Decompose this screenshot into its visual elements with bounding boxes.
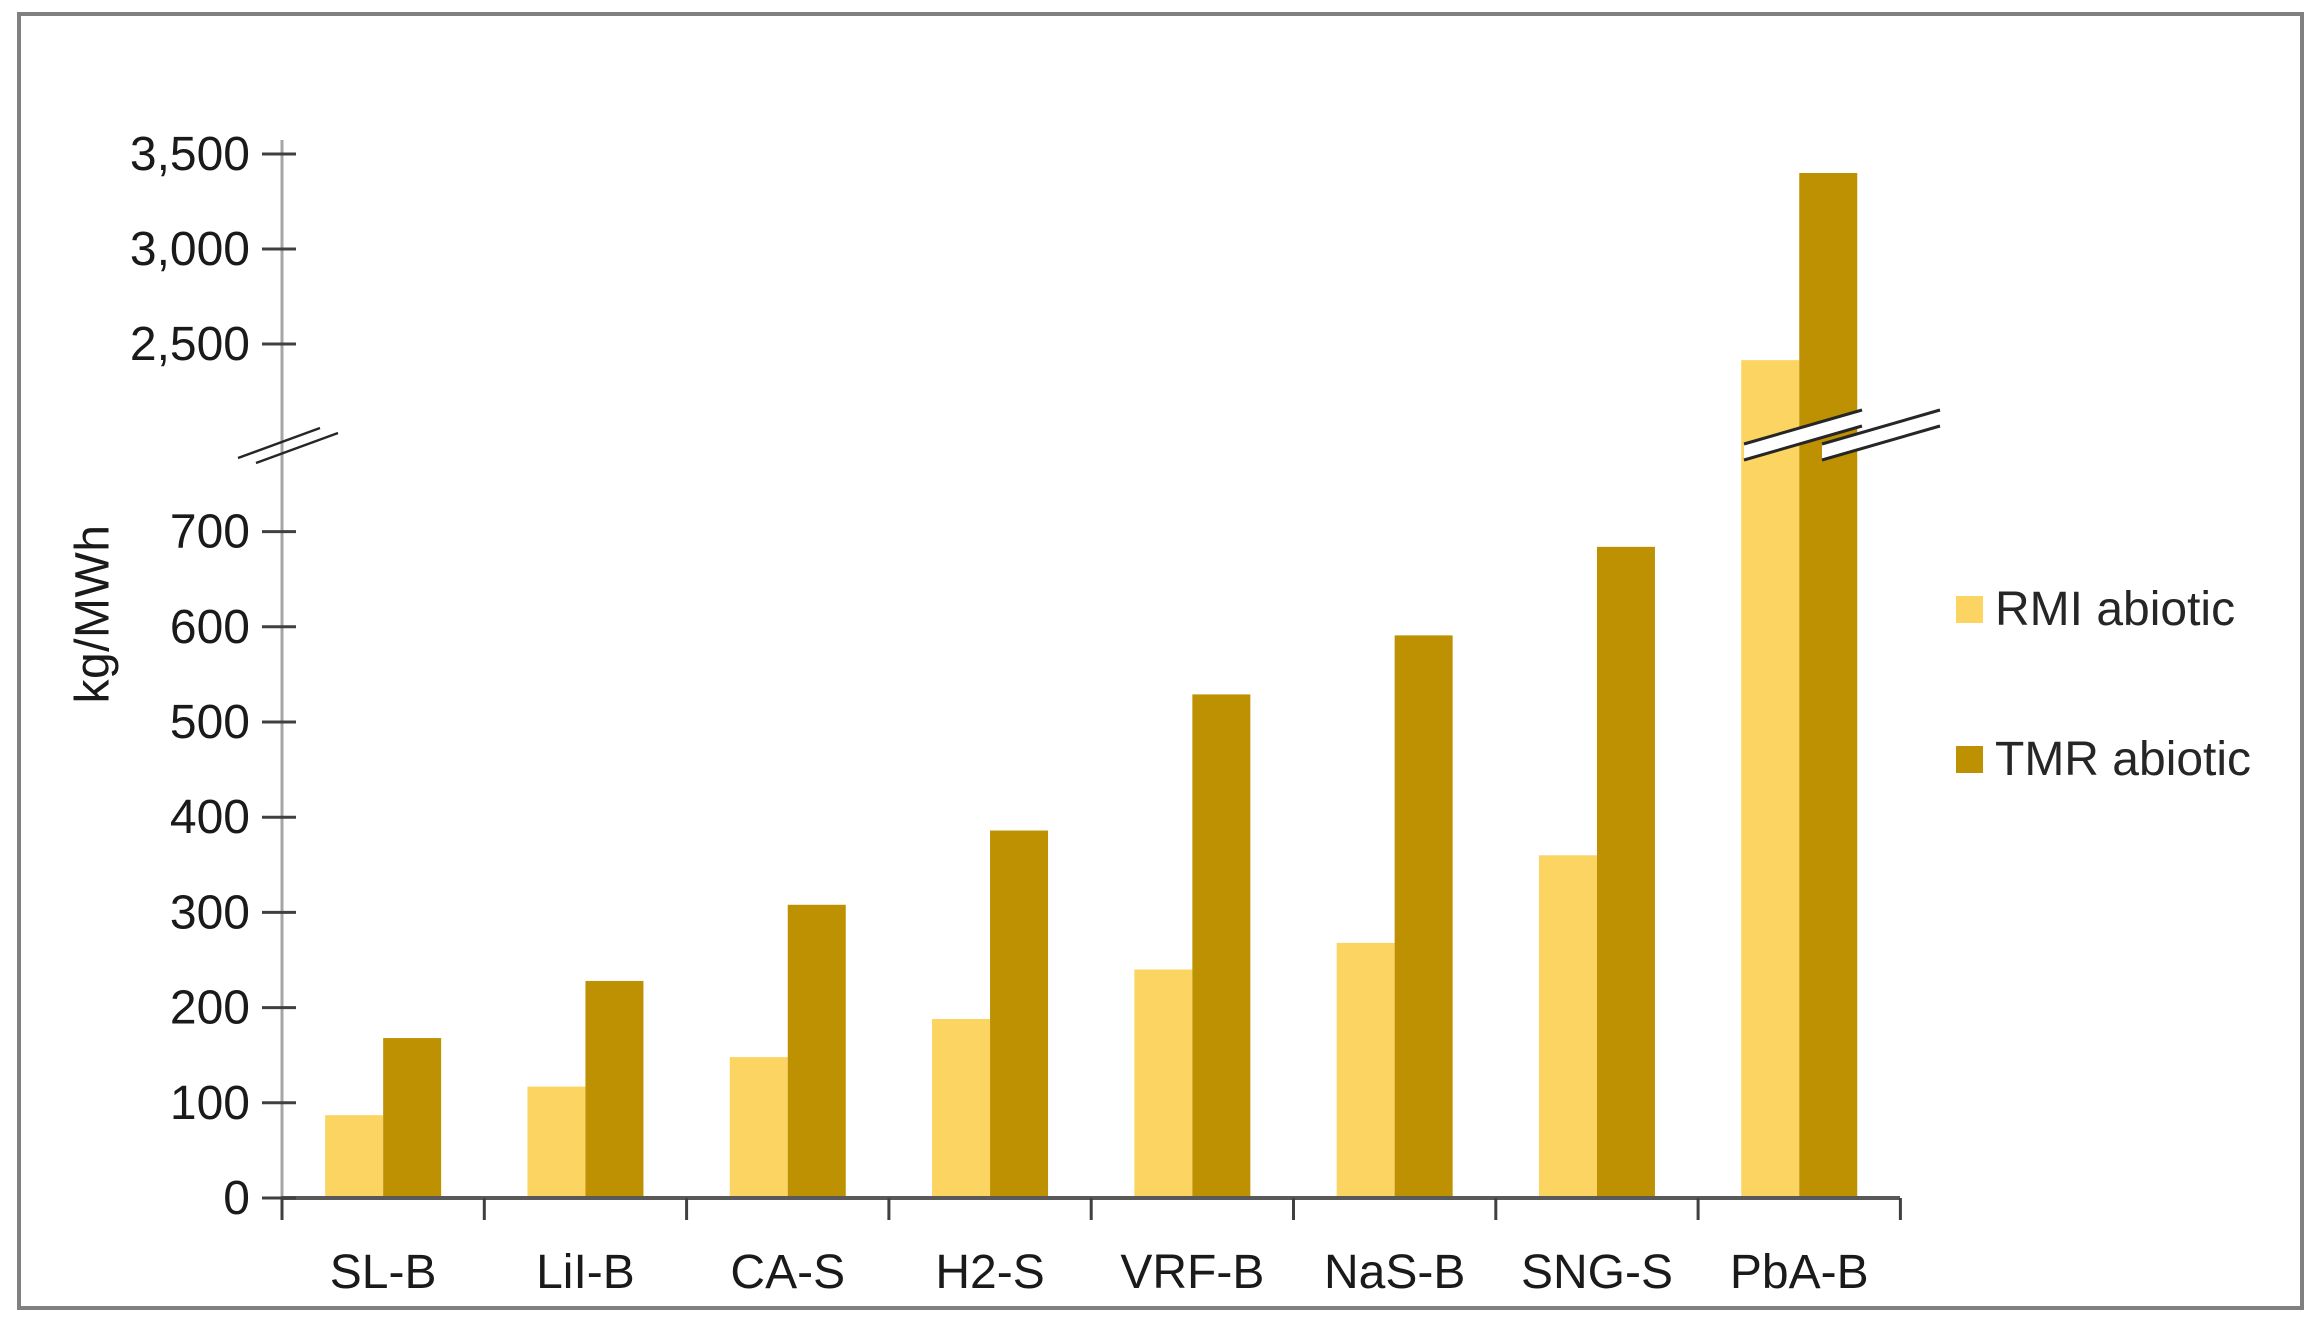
bar-break-band-edge xyxy=(1821,408,1941,446)
bar-rmi-PbA-B xyxy=(1741,360,1800,1198)
bar-break-band xyxy=(1822,410,1940,460)
legend-label-tmr: TMR abiotic xyxy=(1995,733,2252,786)
bar-rmi-SNG-S xyxy=(1538,855,1597,1198)
legend-swatch-rmi-icon xyxy=(1956,596,1983,623)
y-tick-label: 500 xyxy=(170,696,250,749)
x-category-label: NaS-B xyxy=(1324,1246,1465,1299)
bar-tmr-LiI-B xyxy=(585,980,644,1198)
y-tick-label: 400 xyxy=(170,791,250,844)
bar-rmi-VRF-B xyxy=(1134,969,1193,1198)
bar-tmr-SNG-S xyxy=(1596,546,1655,1198)
y-tick-label: 3,500 xyxy=(130,128,250,181)
x-category-label: PbA-B xyxy=(1730,1246,1869,1299)
bar-tmr-NaS-B xyxy=(1394,635,1453,1198)
bar-tmr-VRF-B xyxy=(1192,694,1251,1198)
x-category-label: VRF-B xyxy=(1120,1246,1264,1299)
y-axis-break-slash xyxy=(237,426,321,460)
legend-label-rmi: RMI abiotic xyxy=(1995,583,2236,636)
bar-tmr-H2-S xyxy=(990,830,1049,1198)
y-tick-label: 200 xyxy=(170,982,250,1035)
x-category-label: LiI-B xyxy=(536,1246,635,1299)
legend: RMI abiotic TMR abiotic xyxy=(1956,582,2251,787)
y-axis-break-slash xyxy=(255,431,339,465)
y-tick-label: 3,000 xyxy=(130,223,250,276)
bar-tmr-CA-S xyxy=(787,904,846,1198)
legend-swatch-tmr-icon xyxy=(1956,746,1983,773)
bar-rmi-CA-S xyxy=(729,1057,788,1198)
y-tick-label: 0 xyxy=(223,1172,250,1225)
y-tick-label: 700 xyxy=(170,506,250,559)
bar-break-band xyxy=(1744,410,1862,460)
bar-break-band-edge xyxy=(1743,408,1863,446)
bar-tmr-SL-B xyxy=(383,1038,442,1198)
bar-rmi-H2-S xyxy=(932,1019,991,1198)
y-axis-title: kg/MWh xyxy=(66,524,120,704)
x-category-label: CA-S xyxy=(730,1246,845,1299)
y-tick-label: 300 xyxy=(170,886,250,939)
bar-rmi-SL-B xyxy=(325,1115,384,1198)
legend-item-tmr: TMR abiotic xyxy=(1956,732,2251,787)
y-tick-label: 100 xyxy=(170,1077,250,1130)
bar-tmr-PbA-B xyxy=(1799,173,1858,1198)
x-category-label: H2-S xyxy=(935,1246,1044,1299)
legend-item-rmi: RMI abiotic xyxy=(1956,582,2251,637)
y-tick-label: 600 xyxy=(170,601,250,654)
x-category-label: SNG-S xyxy=(1521,1246,1673,1299)
bar-break-band-edge xyxy=(1743,424,1863,462)
bar-break-band-edge xyxy=(1821,424,1941,462)
bar-rmi-LiI-B xyxy=(527,1086,586,1198)
x-category-label: SL-B xyxy=(330,1246,437,1299)
y-tick-label: 2,500 xyxy=(130,318,250,371)
bar-rmi-NaS-B xyxy=(1336,942,1395,1198)
